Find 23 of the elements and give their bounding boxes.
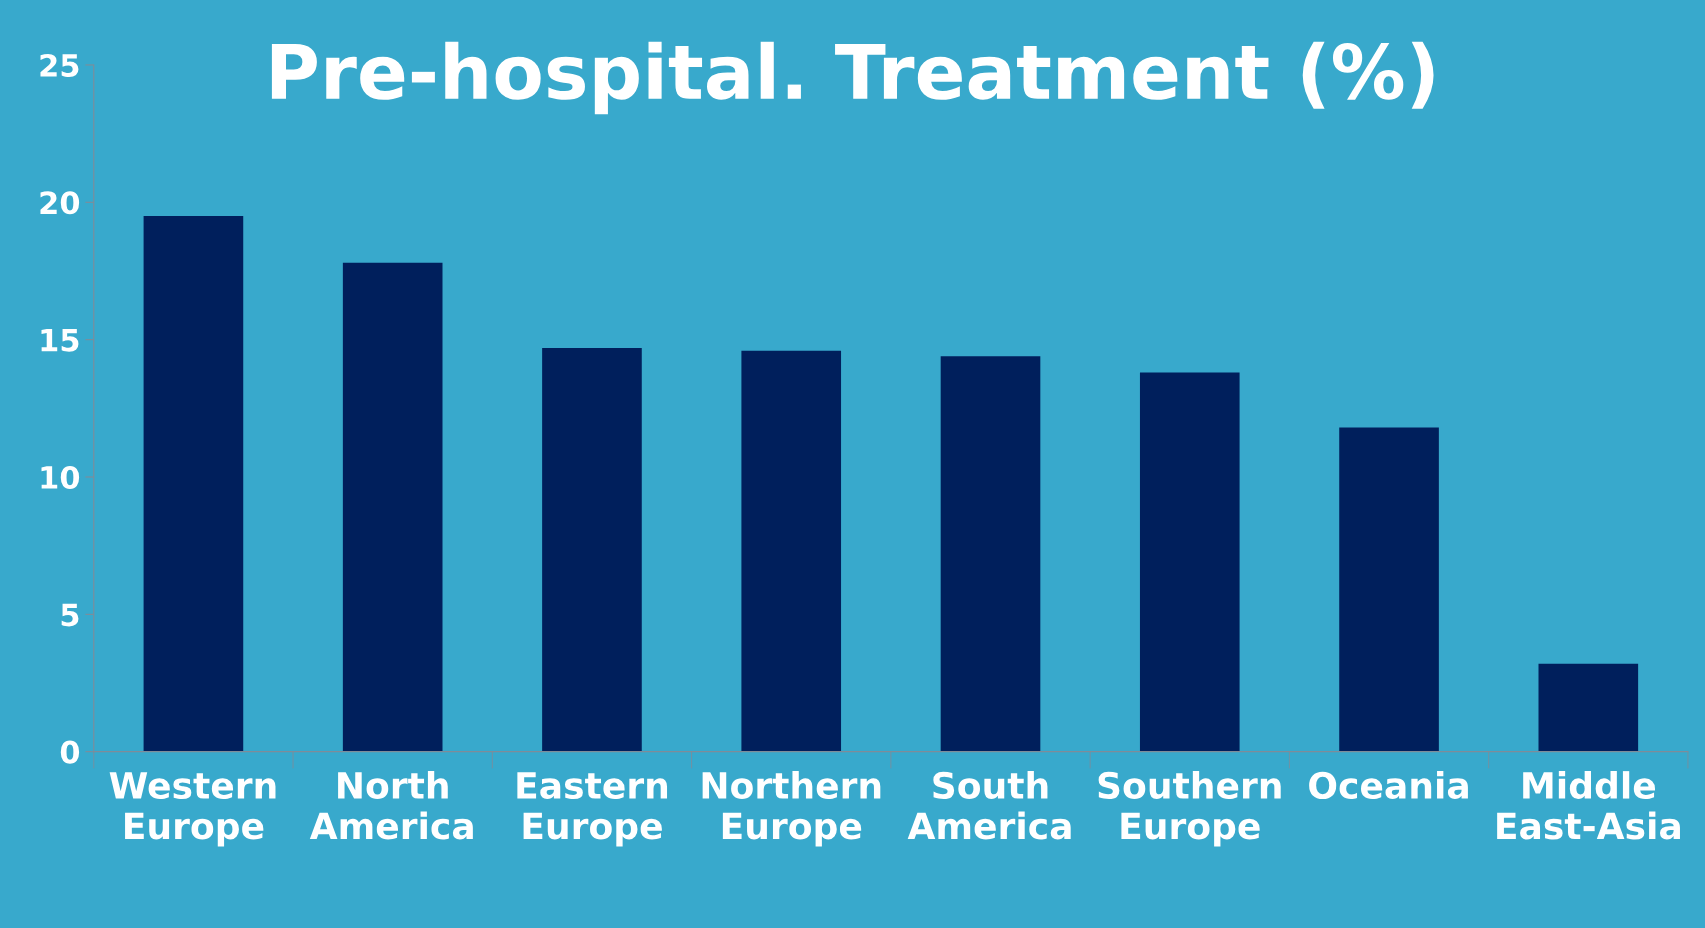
bar [940, 356, 1041, 752]
x-tick-label: Northern Europe [702, 771, 881, 847]
y-tick-label: 15 [41, 328, 79, 352]
y-tick-label: 10 [41, 465, 80, 490]
x-tick-label: South America [907, 771, 1071, 840]
x-tick-label: Oceania [1309, 771, 1468, 800]
y-tick-label: 0 [60, 740, 80, 764]
y-tick-label: 20 [40, 191, 80, 215]
bar [342, 262, 443, 752]
chart-title: Pre-hospital. Treatment (%) [271, 41, 1434, 115]
x-tick-label: Middle East-Asia [1497, 771, 1680, 840]
x-tick-label: Eastern Europe [517, 772, 668, 847]
y-tick-label: 25 [40, 53, 79, 77]
y-tick-label: 5 [61, 603, 79, 627]
bar [542, 347, 642, 752]
bar [741, 350, 842, 752]
bar [1139, 372, 1240, 752]
bar [1339, 427, 1439, 752]
bar [1538, 663, 1639, 752]
x-tick-label: Western Europe [109, 772, 276, 847]
bar [143, 216, 244, 752]
x-tick-label: North America [309, 771, 473, 840]
x-tick-label: Southern Europe [1098, 771, 1281, 847]
